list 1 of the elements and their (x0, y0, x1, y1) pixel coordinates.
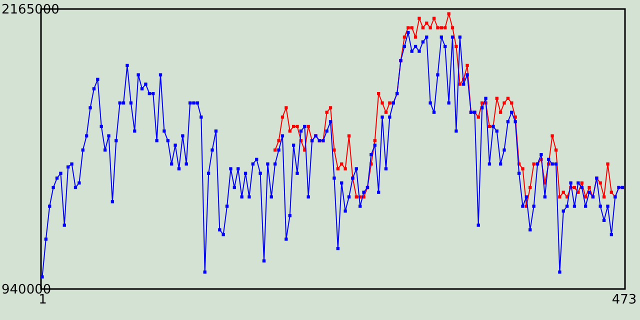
x-tick-label: 473 (612, 292, 637, 308)
